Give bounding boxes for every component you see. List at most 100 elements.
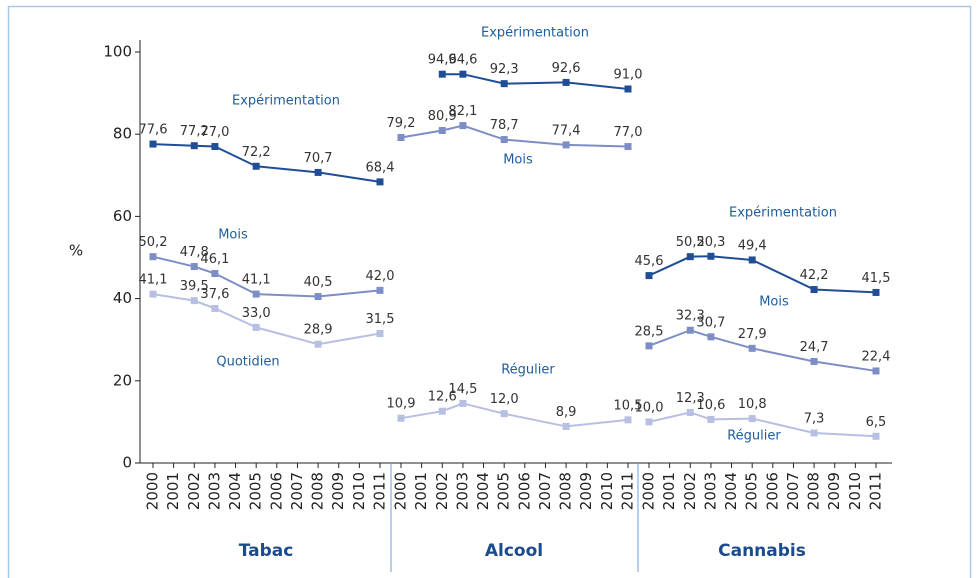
y-tick-label: 100 [103, 43, 132, 61]
x-tick-label: 2006 [267, 472, 285, 510]
x-tick-label: 2006 [515, 472, 533, 510]
value-label: 30,7 [696, 315, 725, 330]
marker [211, 270, 219, 278]
value-label: 10,9 [387, 397, 416, 412]
marker [810, 429, 818, 437]
value-label: 12,6 [428, 390, 457, 405]
value-label: 68,4 [366, 160, 395, 175]
y-tick-label: 80 [113, 125, 132, 143]
value-label: 78,7 [490, 118, 519, 133]
y-tick-label: 0 [122, 454, 132, 472]
marker [686, 326, 694, 334]
x-tick-label: 2009 [329, 472, 347, 510]
x-tick-label: 2001 [412, 472, 430, 510]
value-label: 8,9 [556, 405, 577, 420]
value-label: 10,8 [738, 397, 767, 412]
marker [748, 415, 756, 423]
value-label: 77,4 [552, 123, 581, 138]
series-label: Régulier [727, 429, 781, 444]
panel-title: Cannabis [718, 541, 806, 561]
value-label: 92,6 [552, 61, 581, 76]
series-line [400, 124, 629, 148]
marker [459, 70, 467, 78]
marker [376, 286, 384, 294]
x-tick-label: 2000 [640, 472, 658, 510]
marker [645, 418, 653, 426]
y-tick-label: 60 [113, 207, 132, 225]
marker [707, 252, 715, 260]
panel-title: Tabac [239, 541, 294, 561]
x-tick-label: 2011 [867, 472, 885, 510]
x-tick-label: 2004 [226, 472, 244, 510]
x-tick-label: 2010 [598, 472, 616, 510]
value-label: 77,6 [139, 123, 168, 138]
value-label: 22,4 [862, 349, 891, 364]
value-label: 6,5 [866, 415, 887, 430]
x-tick-label: 2001 [164, 472, 182, 510]
marker [149, 290, 157, 298]
value-label: 33,0 [242, 306, 271, 321]
x-tick-label: 2007 [784, 472, 802, 510]
value-label: 27,9 [738, 327, 767, 342]
x-tick-label: 2002 [681, 472, 699, 510]
marker [314, 293, 322, 301]
value-label: 45,6 [635, 254, 664, 269]
series-line [152, 143, 381, 183]
marker [500, 410, 508, 418]
x-tick-label: 2011 [371, 472, 389, 510]
x-tick-label: 2008 [557, 472, 575, 510]
marker [562, 422, 570, 430]
marker [624, 143, 632, 151]
x-tick-label: 2006 [763, 472, 781, 510]
marker [252, 323, 260, 331]
marker [376, 330, 384, 338]
value-label: 94,6 [428, 53, 457, 68]
x-tick-label: 2004 [474, 472, 492, 510]
series-label: Expérimentation [232, 94, 340, 109]
value-label: 92,3 [490, 62, 519, 77]
value-label: 31,5 [366, 312, 395, 327]
series-label: Expérimentation [729, 206, 837, 221]
value-label: 94,6 [448, 53, 477, 68]
marker [438, 70, 446, 78]
marker [211, 304, 219, 312]
marker [397, 414, 405, 422]
value-label: 77,0 [614, 125, 643, 140]
x-tick-label: 2005 [495, 472, 513, 510]
x-tick-label: 2010 [846, 472, 864, 510]
marker [211, 143, 219, 151]
value-label: 42,2 [800, 268, 829, 283]
marker [686, 408, 694, 416]
value-label: 77,0 [200, 125, 229, 140]
value-label: 37,6 [200, 287, 229, 302]
x-tick-label: 2003 [453, 472, 471, 510]
value-label: 40,5 [304, 275, 333, 290]
value-label: 28,5 [635, 324, 664, 339]
marker [314, 168, 322, 176]
marker [438, 127, 446, 135]
series-line [152, 293, 381, 346]
value-label: 41,1 [139, 273, 168, 288]
panel-title: Alcool [485, 541, 543, 561]
value-label: 28,9 [304, 323, 333, 338]
series-line [648, 411, 877, 438]
marker [562, 141, 570, 149]
marker [397, 133, 405, 141]
marker [872, 367, 880, 375]
x-tick-label: 2009 [825, 472, 843, 510]
marker [872, 432, 880, 440]
x-tick-label: 2007 [536, 472, 554, 510]
value-label: 10,5 [614, 398, 643, 413]
marker [459, 399, 467, 407]
marker [190, 142, 198, 150]
marker [252, 162, 260, 170]
x-tick-label: 2005 [743, 472, 761, 510]
series-label: Régulier [501, 363, 555, 378]
series-line [648, 329, 877, 372]
x-tick-label: 2003 [701, 472, 719, 510]
marker [438, 407, 446, 415]
value-label: 50,2 [139, 235, 168, 250]
x-tick-label: 2002 [185, 472, 203, 510]
value-label: 42,0 [366, 269, 395, 284]
